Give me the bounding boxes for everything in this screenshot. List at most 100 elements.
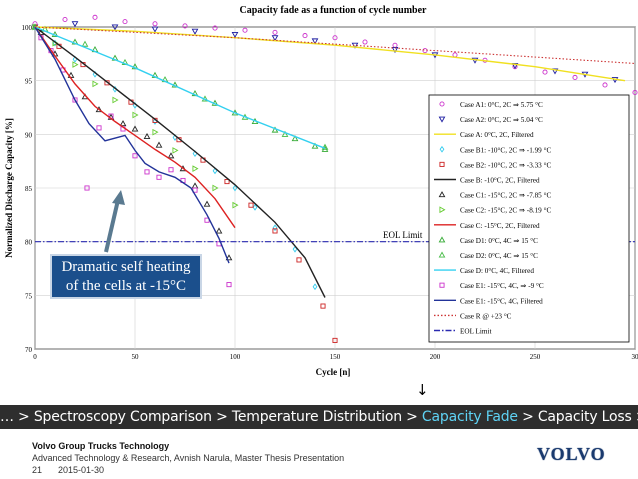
legend-marker — [438, 116, 446, 123]
y-tick-label: 75 — [25, 292, 33, 300]
legend-entry: Case A1: 0°C, 2C ⇒ 5.75 °C — [439, 101, 543, 109]
arrow-shaft — [104, 199, 120, 253]
y-tick-label: 85 — [25, 185, 33, 193]
legend-label: EOL Limit — [460, 328, 491, 336]
data-point — [248, 202, 254, 208]
data-point — [72, 97, 78, 103]
data-point — [62, 16, 68, 23]
data-point — [302, 33, 308, 39]
data-point — [320, 303, 326, 309]
legend-label: Case A2: 0°C, 2C ⇒ 5.04 °C — [460, 116, 543, 124]
volvo-logo: VOLVO — [537, 444, 606, 464]
data-point — [131, 125, 139, 132]
data-point — [95, 106, 103, 113]
data-point — [252, 203, 258, 211]
legend-label: Case C: -15°C, 2C, Filtered — [460, 222, 540, 230]
data-point — [332, 35, 338, 41]
data-point — [152, 128, 159, 136]
data-point — [212, 25, 218, 31]
legend-label: Case B1: -10°C, 2C ⇒ -1.99 °C — [460, 146, 551, 154]
y-tick-label: 95 — [25, 78, 33, 86]
legend-marker — [439, 206, 446, 214]
legend-marker — [438, 191, 446, 198]
legend-label: Case D: 0°C, 4C, Filtered — [460, 267, 534, 275]
data-point — [362, 39, 368, 45]
series-line — [34, 26, 326, 149]
callout-line-2: of the cells at -15°C — [65, 278, 187, 294]
series-case-a-0-c-2c-filtered — [34, 26, 626, 82]
data-point — [511, 63, 519, 70]
series-case-r-23-c — [34, 26, 636, 65]
data-point — [131, 63, 139, 70]
legend-label: Case C2: -15°C, 2C ⇒ -8.19 °C — [460, 207, 551, 215]
y-tick-label: 100 — [22, 24, 33, 32]
legend-entry: Case E1: -15°C, 4C, ⇒ -9 °C — [439, 282, 544, 290]
x-tick-label: 0 — [33, 353, 37, 361]
callout-line-1: Dramatic self heating — [61, 259, 191, 275]
data-point — [155, 141, 163, 148]
legend-marker — [438, 236, 446, 243]
legend-label: Case D1: 0°C, 4C ⇒ 15 °C — [460, 237, 538, 245]
page-number: 21 — [32, 465, 43, 475]
nav-item-spectroscopy-comparison: Spectroscopy Comparison — [33, 409, 212, 425]
data-point — [281, 130, 289, 137]
data-point — [471, 57, 479, 64]
legend-marker — [438, 251, 446, 258]
y-tick-label: 90 — [25, 131, 33, 139]
legend-entry: Case D: 0°C, 4C, Filtered — [434, 267, 534, 275]
footer-title: Volvo Group Trucks Technology — [32, 441, 170, 451]
data-point — [572, 74, 578, 80]
data-point — [151, 26, 159, 33]
legend-entry: Case B1: -10°C, 2C ⇒ -1.99 °C — [439, 145, 551, 154]
footer-subtitle: Advanced Technology & Research, Avnish N… — [32, 453, 345, 463]
axis-ticks: 70 75 80 85 90 95 100 0 50 100 150 200 250 30 — [22, 24, 638, 361]
capacity-fade-chart: Capacity fade as a function of cycle num… — [4, 5, 638, 377]
x-tick-label: 250 — [530, 353, 541, 361]
data-point — [81, 40, 89, 47]
legend-marker — [439, 145, 445, 153]
legend-label: Case E1: -15°C, 4C, Filtered — [460, 297, 543, 305]
data-point — [272, 228, 278, 234]
legend-entry: Case A: 0°C, 2C, Filtered — [434, 131, 534, 139]
data-point — [132, 111, 139, 119]
eol-limit-label: EOL Limit — [383, 230, 423, 240]
legend-label: Case R @ +23 °C — [460, 312, 512, 320]
data-point — [111, 24, 119, 31]
data-point — [119, 120, 127, 127]
data-point — [291, 135, 299, 142]
data-point — [231, 31, 239, 39]
nav-separator: > — [401, 409, 422, 425]
data-point — [212, 184, 219, 192]
data-point — [71, 21, 79, 28]
data-point — [271, 35, 279, 42]
legend-label: Case B: -10°C, 2C, Filtered — [460, 177, 540, 185]
nav-prefix: … > — [0, 409, 34, 425]
series-line — [34, 26, 236, 229]
legend-entry: Case C2: -15°C, 2C ⇒ -8.19 °C — [439, 206, 551, 215]
data-point — [121, 58, 129, 65]
down-arrow-icon: ↓ — [416, 381, 429, 399]
nav-item-capacity-loss: Capacity Loss — [537, 409, 632, 425]
footer-date: 2015-01-30 — [58, 465, 105, 475]
data-point — [312, 283, 318, 291]
data-point — [182, 23, 188, 29]
legend-label: Case E1: -15°C, 4C, ⇒ -9 °C — [460, 282, 544, 290]
legend-marker — [439, 101, 445, 107]
data-point — [172, 147, 179, 154]
y-tick-label: 80 — [25, 239, 33, 247]
data-point — [224, 179, 230, 185]
data-point — [551, 68, 559, 75]
data-point — [191, 28, 199, 35]
legend-label: Case C1: -15°C, 2C ⇒ -7.85 °C — [460, 192, 551, 200]
legend-entry: Case C: -15°C, 2C, Filtered — [434, 222, 540, 230]
data-point — [542, 69, 548, 75]
legend-entry: Case B: -10°C, 2C, Filtered — [434, 177, 540, 185]
legend-label: Case A: 0°C, 2C, Filtered — [460, 131, 534, 139]
legend: Case A1: 0°C, 2C ⇒ 5.75 °C Case A2: 0°C, … — [428, 94, 630, 343]
series-line — [34, 26, 636, 65]
data-point — [192, 165, 199, 173]
callout-arrow — [104, 190, 125, 253]
data-point — [242, 27, 248, 33]
data-point — [272, 224, 278, 232]
data-point — [203, 200, 211, 207]
